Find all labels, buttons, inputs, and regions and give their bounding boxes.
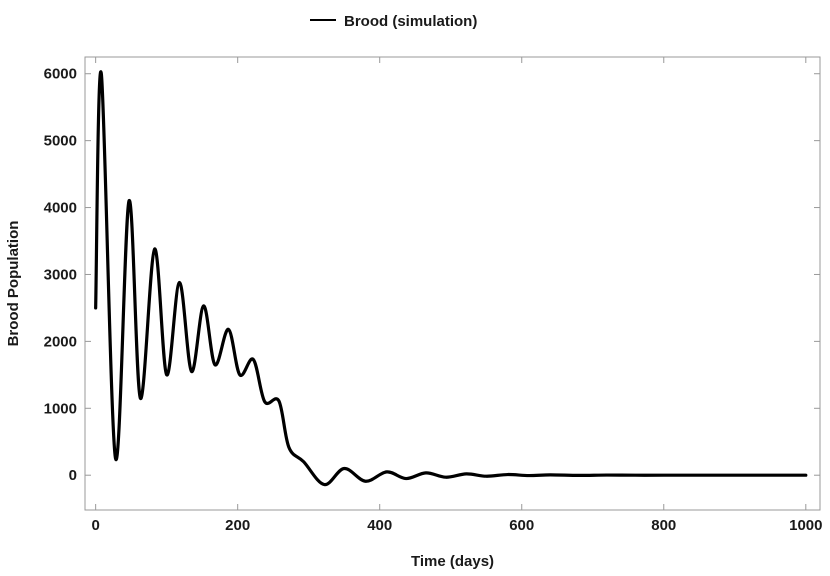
x-tick-label: 1000 — [789, 517, 822, 534]
x-axis: 0 200 400 600 800 1000 — [91, 57, 822, 534]
x-tick-label: 400 — [367, 517, 392, 534]
x-axis-title: Time (days) — [411, 553, 494, 570]
y-tick-label: 2000 — [44, 333, 77, 350]
y-tick-label: 5000 — [44, 133, 77, 150]
legend: Brood (simulation) — [310, 13, 477, 30]
x-tick-label: 0 — [91, 517, 99, 534]
x-tick-label: 800 — [651, 517, 676, 534]
y-tick-label: 1000 — [44, 400, 77, 417]
series-line-brood — [94, 70, 808, 487]
y-axis: 0 1000 2000 3000 4000 5000 6000 — [44, 66, 820, 484]
legend-label: Brood (simulation) — [344, 13, 477, 30]
y-axis-title: Brood Population — [5, 221, 22, 347]
plot-frame — [84, 56, 821, 511]
y-tick-label: 3000 — [44, 266, 77, 283]
y-tick-label: 4000 — [44, 200, 77, 217]
x-tick-label: 600 — [509, 517, 534, 534]
y-tick-label: 0 — [69, 467, 77, 484]
y-tick-label: 6000 — [44, 66, 77, 83]
x-tick-label: 200 — [225, 517, 250, 534]
